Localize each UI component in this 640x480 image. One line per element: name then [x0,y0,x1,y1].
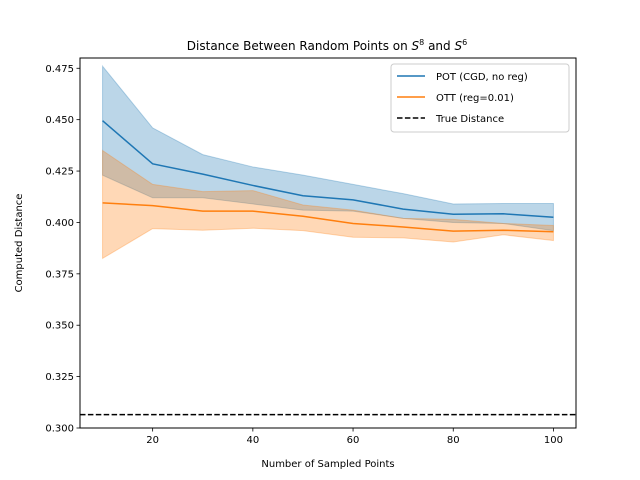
band-ott [102,149,554,260]
y-tick-label: 0.350 [45,321,74,332]
legend-label-true-distance: True Distance [435,114,504,125]
confidence-bands [102,64,554,260]
y-tick-label: 0.375 [45,269,74,280]
y-axis-label: Computed Distance [14,194,25,293]
chart-title: Distance Between Random Points on S8 and… [187,38,467,53]
legend-label-pot: POT (CGD, no reg) [436,72,528,83]
y-tick-label: 0.450 [45,115,74,126]
series-lines [102,120,554,233]
series-line-pot [102,120,554,219]
y-tick-label: 0.475 [45,64,74,75]
x-axis-ticks: 20 40 60 80 100 [146,428,563,446]
band-pot [102,64,554,232]
title-s2-base: S [454,39,462,53]
title-and: and [424,39,454,53]
title-s2-exp: 6 [462,38,467,47]
title-main: Distance Between Random Points on [187,39,412,53]
title-s1-exp: 8 [419,38,424,47]
x-tick-label: 80 [447,435,460,446]
x-tick-label: 60 [347,435,360,446]
y-axis-ticks: 0.300 0.325 0.350 0.375 0.400 0.425 0.450 0.475 [45,64,80,435]
legend-box [390,63,570,133]
y-tick-label: 0.400 [45,218,74,229]
x-tick-label: 40 [246,435,259,446]
x-axis-label: Number of Sampled Points [261,459,394,470]
x-tick-label: 100 [544,435,563,446]
y-tick-label: 0.300 [45,424,74,435]
legend: POT (CGD, no reg) OTT (reg=0.01) True Di… [390,63,570,133]
y-tick-label: 0.325 [45,372,74,383]
y-tick-label: 0.425 [45,167,74,178]
series-line-ott [102,202,554,233]
plot-frame [79,57,577,429]
x-tick-label: 20 [146,435,159,446]
title-s1-base: S [412,39,420,53]
legend-label-ott: OTT (reg=0.01) [436,93,514,104]
